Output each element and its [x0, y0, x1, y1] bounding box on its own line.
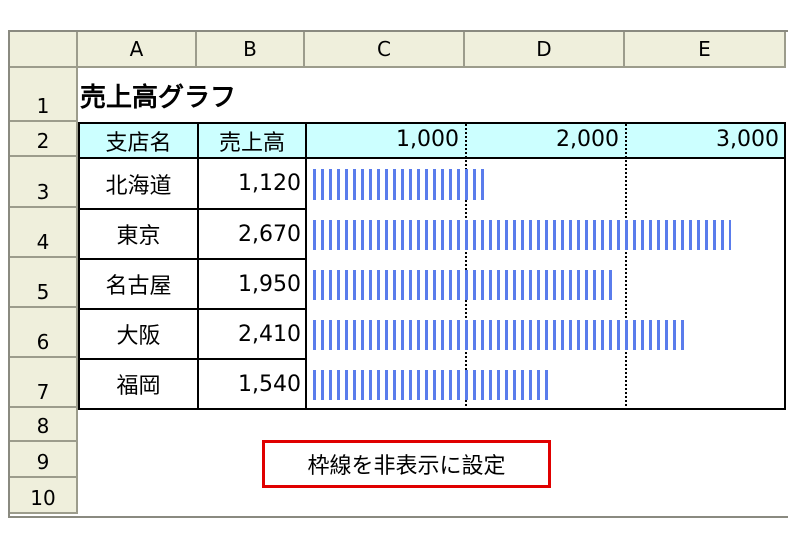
sales-cell[interactable]: 1,540	[197, 358, 307, 410]
sales-cell[interactable]: 2,670	[197, 208, 307, 260]
row-header-4[interactable]: 4	[10, 208, 78, 258]
bar-4	[313, 370, 551, 400]
branch-cell[interactable]: 福岡	[78, 358, 199, 410]
column-header-A[interactable]: A	[78, 32, 197, 68]
header-branch[interactable]: 支店名	[78, 122, 199, 159]
sheet-title[interactable]: 売上高グラフ	[80, 82, 237, 113]
gridline-2	[625, 124, 627, 410]
select-all-corner[interactable]	[10, 32, 78, 68]
bar-0	[313, 169, 484, 200]
row-header-9[interactable]: 9	[10, 442, 78, 478]
tick-label: 2,000	[556, 127, 619, 152]
row-header-7[interactable]: 7	[10, 358, 78, 408]
header-sales[interactable]: 売上高	[197, 122, 307, 159]
sales-cell[interactable]: 1,950	[197, 258, 307, 310]
branch-cell[interactable]: 北海道	[78, 157, 199, 210]
row-header-2[interactable]: 2	[10, 122, 78, 157]
row-header-6[interactable]: 6	[10, 308, 78, 358]
annotation-box: 枠線を非表示に設定	[262, 440, 551, 488]
column-header-B[interactable]: B	[197, 32, 305, 68]
sales-cell[interactable]: 2,410	[197, 308, 307, 360]
column-header-D[interactable]: D	[465, 32, 625, 68]
row-header-5[interactable]: 5	[10, 258, 78, 308]
bar-2	[313, 270, 617, 300]
row-header-3[interactable]: 3	[10, 157, 78, 208]
row-header-8[interactable]: 8	[10, 408, 78, 442]
row-header-1[interactable]: 1	[10, 68, 78, 122]
branch-cell[interactable]: 東京	[78, 208, 199, 260]
tick-label: 3,000	[716, 127, 779, 152]
row-header-10[interactable]: 10	[10, 478, 78, 514]
branch-cell[interactable]: 大阪	[78, 308, 199, 360]
bar-1	[313, 220, 731, 250]
sales-cell[interactable]: 1,120	[197, 157, 307, 210]
gridline-1	[465, 124, 467, 410]
column-header-E[interactable]: E	[625, 32, 786, 68]
column-header-C[interactable]: C	[305, 32, 465, 68]
tick-label: 1,000	[396, 127, 459, 152]
branch-cell[interactable]: 名古屋	[78, 258, 199, 310]
bar-3	[313, 320, 690, 350]
